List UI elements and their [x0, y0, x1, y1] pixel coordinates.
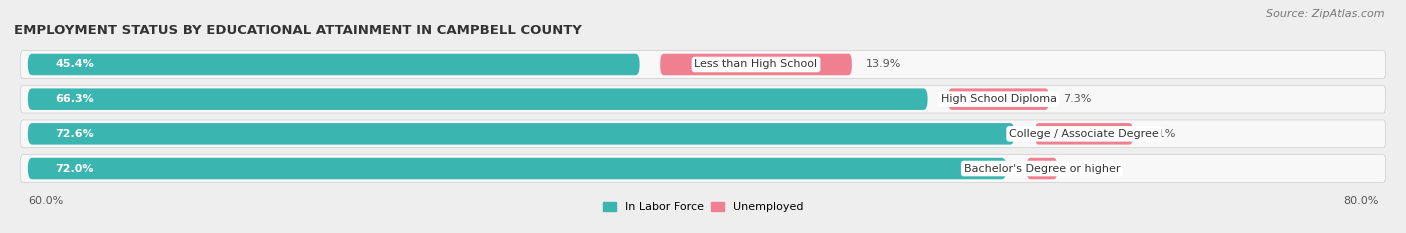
FancyBboxPatch shape [28, 88, 928, 110]
Text: 2.2%: 2.2% [1071, 164, 1099, 174]
Text: 13.9%: 13.9% [866, 59, 901, 69]
Text: 45.4%: 45.4% [55, 59, 94, 69]
Text: Bachelor's Degree or higher: Bachelor's Degree or higher [963, 164, 1121, 174]
FancyBboxPatch shape [1035, 123, 1133, 145]
FancyBboxPatch shape [948, 88, 1049, 110]
FancyBboxPatch shape [28, 123, 1014, 145]
FancyBboxPatch shape [21, 85, 1385, 113]
Legend: In Labor Force, Unemployed: In Labor Force, Unemployed [603, 202, 803, 212]
Text: Source: ZipAtlas.com: Source: ZipAtlas.com [1267, 9, 1385, 19]
Text: 66.3%: 66.3% [55, 94, 94, 104]
FancyBboxPatch shape [21, 51, 1385, 78]
Text: EMPLOYMENT STATUS BY EDUCATIONAL ATTAINMENT IN CAMPBELL COUNTY: EMPLOYMENT STATUS BY EDUCATIONAL ATTAINM… [14, 24, 582, 37]
FancyBboxPatch shape [21, 155, 1385, 182]
FancyBboxPatch shape [661, 54, 852, 75]
Text: 72.6%: 72.6% [55, 129, 94, 139]
Text: High School Diploma: High School Diploma [941, 94, 1056, 104]
Text: 60.0%: 60.0% [28, 195, 63, 206]
Text: Less than High School: Less than High School [695, 59, 818, 69]
Text: 80.0%: 80.0% [1343, 195, 1378, 206]
FancyBboxPatch shape [28, 158, 1007, 179]
Text: College / Associate Degree: College / Associate Degree [1010, 129, 1159, 139]
FancyBboxPatch shape [28, 54, 640, 75]
Text: 72.0%: 72.0% [55, 164, 94, 174]
Text: 7.1%: 7.1% [1147, 129, 1175, 139]
Text: 7.3%: 7.3% [1063, 94, 1091, 104]
FancyBboxPatch shape [1026, 158, 1057, 179]
FancyBboxPatch shape [21, 120, 1385, 148]
